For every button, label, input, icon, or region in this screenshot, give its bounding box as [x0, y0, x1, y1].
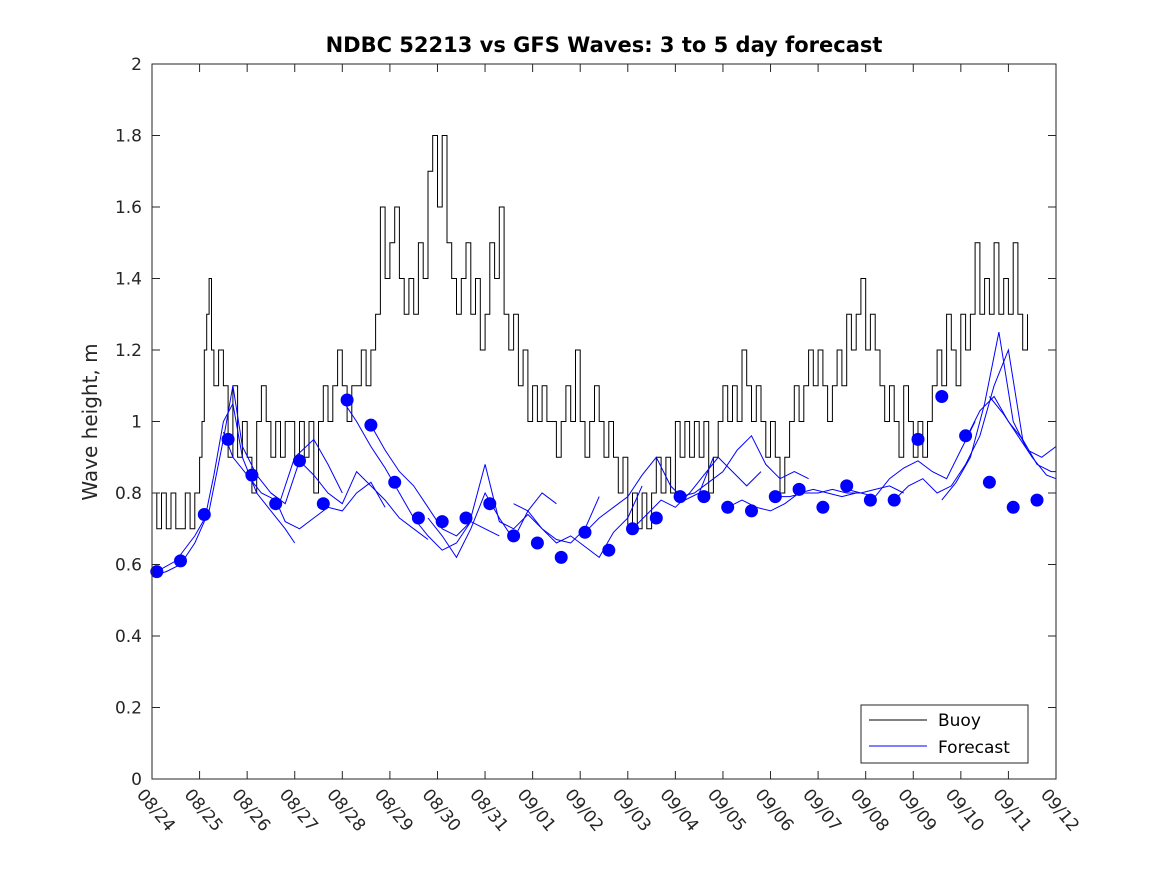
forecast-marker — [316, 497, 330, 511]
forecast-marker — [293, 454, 306, 468]
forecast-marker — [578, 525, 592, 539]
forecast-marker — [959, 429, 973, 443]
forecast-marker — [982, 475, 996, 489]
plot-area — [150, 135, 1057, 579]
forecast-marker — [221, 432, 235, 446]
y-tick-label: 1.6 — [115, 198, 142, 218]
forecast-series-line-10 — [584, 456, 714, 533]
y-tick-label: 0.4 — [115, 627, 142, 647]
y-tick-label: 1.8 — [115, 127, 142, 147]
forecast-series-line-13 — [727, 488, 857, 512]
y-tick-label: 0 — [131, 770, 142, 790]
forecast-marker — [554, 550, 568, 564]
forecast-marker — [863, 493, 877, 507]
forecast-series-line-18 — [965, 395, 1056, 473]
forecast-marker — [840, 479, 854, 493]
forecast-marker — [483, 497, 497, 511]
forecast-marker — [816, 500, 830, 514]
forecast-marker — [673, 490, 687, 504]
forecast-series-line-4 — [270, 459, 429, 540]
buoy-series-line — [152, 135, 1028, 530]
forecast-marker — [150, 565, 164, 579]
forecast-series-line-12 — [679, 434, 809, 498]
forecast-marker — [602, 543, 616, 557]
legend-buoy-label: Buoy — [938, 711, 981, 731]
forecast-marker — [530, 536, 544, 550]
forecast-marker — [197, 508, 211, 521]
forecast-series-line-9 — [513, 485, 643, 559]
forecast-marker — [411, 511, 425, 525]
forecast-series-line-11 — [632, 456, 762, 530]
forecast-series-line-8 — [470, 464, 600, 544]
y-tick-label: 0.2 — [115, 699, 142, 719]
legend: Buoy Forecast — [860, 704, 1029, 764]
legend-forecast-label: Forecast — [938, 738, 1010, 758]
forecast-marker — [1030, 493, 1044, 507]
forecast-marker — [745, 504, 758, 518]
forecast-marker — [507, 529, 521, 543]
forecast-marker — [364, 418, 378, 432]
forecast-marker — [340, 393, 354, 407]
forecast-marker — [721, 500, 735, 514]
forecast-series-line-19 — [989, 396, 1057, 480]
forecast-marker — [887, 493, 901, 507]
forecast-marker — [245, 468, 259, 482]
forecast-marker — [388, 475, 402, 489]
forecast-marker — [174, 554, 187, 568]
forecast-marker — [626, 522, 639, 536]
forecast-series-line-6 — [370, 424, 500, 537]
forecast-marker — [697, 490, 711, 504]
forecast-series-line-16 — [893, 348, 1024, 501]
y-tick-label: 1.2 — [115, 341, 142, 361]
legend-box — [860, 704, 1029, 764]
chart-title: NDBC 52213 vs GFS Waves: 3 to 5 day fore… — [326, 33, 883, 57]
forecast-marker — [459, 511, 473, 525]
forecast-marker — [1006, 500, 1020, 514]
forecast-marker — [649, 511, 663, 525]
forecast-series-line-17 — [941, 332, 1057, 501]
y-tick-label: 2 — [131, 55, 142, 75]
forecast-marker — [768, 490, 782, 504]
forecast-marker — [269, 497, 283, 511]
y-tick-label: 1.4 — [115, 270, 142, 290]
forecast-marker — [935, 390, 949, 403]
forecast-marker — [911, 432, 925, 446]
y-tick-label: 0.8 — [115, 484, 142, 504]
y-tick-label: 1 — [131, 413, 142, 433]
forecast-series-line-2 — [156, 385, 343, 573]
forecast-marker — [435, 515, 449, 529]
forecast-marker — [792, 482, 806, 496]
y-tick-label: 0.6 — [115, 556, 142, 576]
y-axis-label: Wave height, m — [78, 343, 102, 500]
